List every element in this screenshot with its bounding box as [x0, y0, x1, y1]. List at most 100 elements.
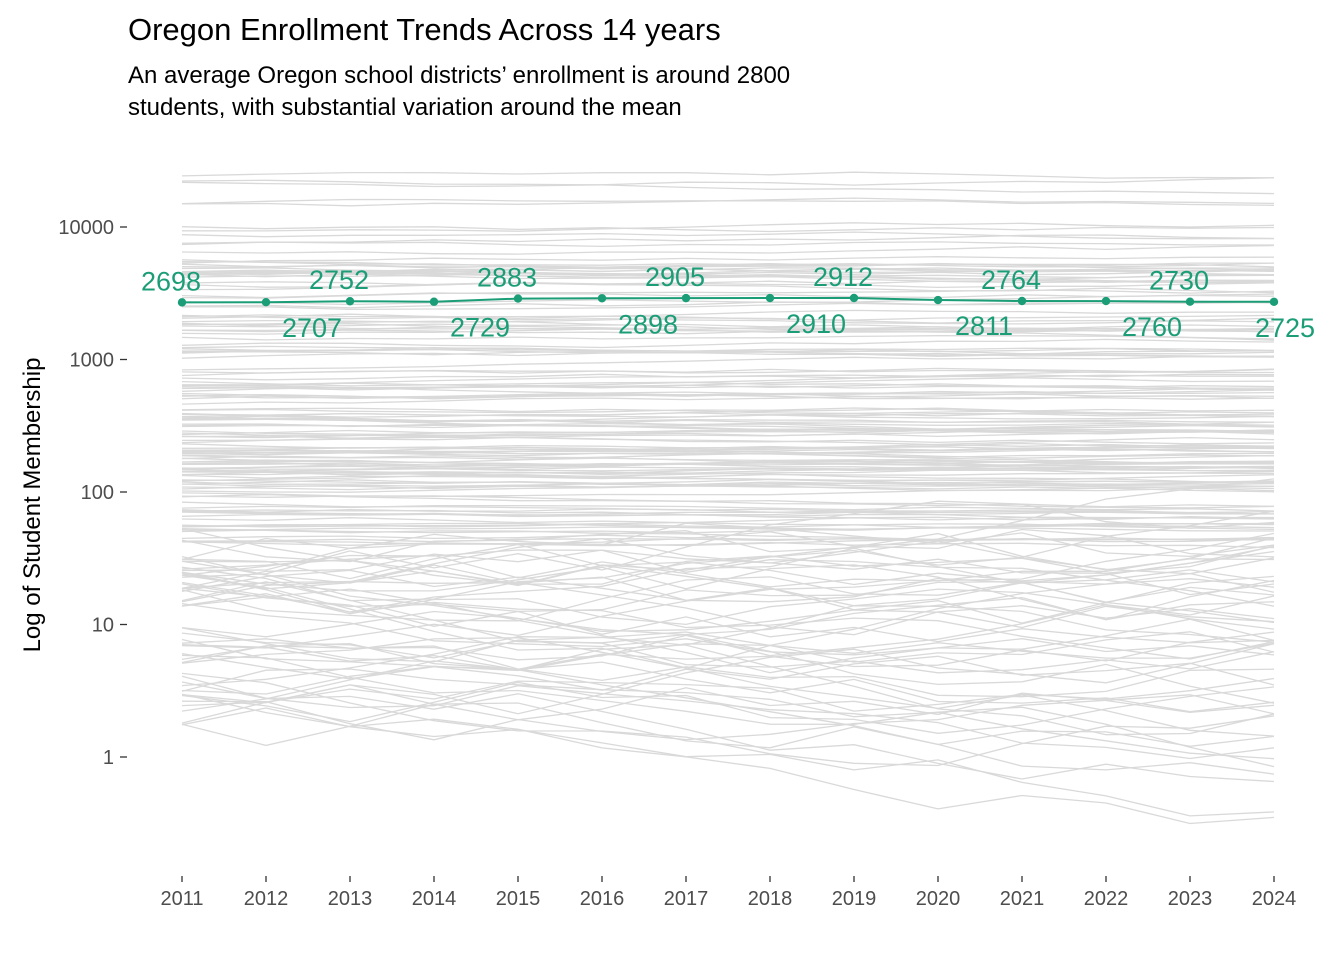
district-line [181, 672, 1275, 767]
mean-series-point [1017, 296, 1027, 306]
district-lines-group [181, 171, 1275, 825]
mean-data-label: 2698 [141, 266, 201, 296]
district-line [181, 222, 1275, 232]
district-line [181, 412, 1275, 418]
district-line [181, 392, 1275, 400]
mean-series-point [513, 294, 523, 303]
mean-data-label: 2912 [813, 262, 873, 292]
mean-series-point [345, 297, 355, 306]
district-line [181, 347, 1275, 356]
district-line [181, 198, 1275, 206]
mean-series-point [177, 298, 187, 307]
y-tick-label: 1 [103, 747, 114, 769]
x-tick-label: 2011 [160, 888, 203, 910]
district-line [181, 386, 1275, 400]
mean-data-label: 2764 [981, 265, 1041, 295]
district-line [181, 272, 1275, 284]
x-tick-label: 2019 [832, 888, 877, 910]
district-line [181, 427, 1275, 436]
district-line [181, 313, 1275, 321]
district-line [181, 702, 1275, 775]
mean-data-label: 2752 [309, 265, 369, 295]
mean-data-label: 2898 [618, 309, 678, 339]
x-axis: 2011 2012 2013 2014 2015 2016 2017 2018 2019 2020… [160, 876, 1296, 910]
y-tick-label: 1000 [70, 350, 115, 372]
subtitle-line-1: An average Oregon school districts’ enro… [128, 62, 791, 89]
x-tick-label: 2013 [328, 888, 373, 910]
district-line [181, 416, 1275, 426]
district-line [181, 256, 1275, 264]
mean-series-point [849, 293, 859, 303]
district-line [181, 244, 1275, 255]
district-line [181, 681, 1275, 734]
district-line [181, 572, 1275, 660]
district-line [181, 380, 1275, 388]
mean-series-point [1185, 297, 1195, 306]
x-tick-label: 2014 [412, 888, 457, 910]
district-line [181, 605, 1275, 638]
district-line [181, 260, 1275, 268]
district-line [181, 528, 1275, 561]
district-line [181, 509, 1275, 516]
district-line [181, 522, 1275, 534]
district-line [181, 537, 1275, 588]
district-line [181, 572, 1275, 687]
x-tick-label: 2021 [1000, 888, 1045, 910]
district-line [181, 335, 1275, 341]
district-line [181, 574, 1275, 737]
mean-data-label: 2730 [1149, 266, 1209, 296]
mean-series-point [429, 297, 439, 306]
district-line [181, 323, 1275, 331]
mean-data-label: 2760 [1122, 312, 1182, 342]
mean-series-point [765, 293, 775, 303]
district-line [181, 466, 1275, 473]
district-line [181, 323, 1275, 333]
district-line [181, 179, 1275, 195]
district-line [181, 447, 1275, 460]
district-line [181, 436, 1275, 453]
district-line [181, 540, 1275, 549]
mean-series-point [1269, 297, 1279, 307]
district-line [181, 537, 1275, 543]
district-line [181, 471, 1275, 484]
district-line [181, 424, 1275, 439]
district-line [181, 668, 1275, 760]
mean-data-label: 2725 [1255, 313, 1315, 343]
district-line [181, 177, 1275, 188]
y-tick-label: 10 [92, 615, 114, 637]
district-line [181, 632, 1275, 674]
district-line [181, 338, 1275, 349]
y-tick-label: 10000 [58, 217, 114, 239]
district-line [181, 367, 1274, 374]
district-line [181, 464, 1275, 475]
district-line [181, 473, 1275, 484]
district-line [181, 231, 1275, 240]
x-tick-label: 2024 [1252, 888, 1297, 910]
x-tick-label: 2015 [496, 888, 541, 910]
district-line [181, 549, 1275, 607]
district-line [181, 269, 1275, 278]
mean-data-label: 2811 [955, 311, 1013, 341]
district-line [181, 681, 1275, 783]
district-line [181, 588, 1275, 626]
district-line [181, 459, 1275, 466]
district-line [181, 532, 1275, 649]
mean-series-point [681, 293, 691, 303]
district-line [181, 578, 1275, 613]
district-line [181, 482, 1275, 490]
district-line [181, 424, 1275, 439]
district-line [181, 638, 1275, 672]
chart-title: Oregon Enrollment Trends Across 14 years [128, 12, 721, 47]
district-line [181, 693, 1275, 825]
mean-series-group: 2698 2707 2752 2729 2883 2898 2905 2910 2912 2811… [141, 262, 1315, 343]
district-line [181, 348, 1275, 358]
district-line [181, 281, 1275, 294]
district-line [181, 555, 1275, 603]
district-line [181, 604, 1275, 664]
mean-series-line [181, 297, 1275, 304]
district-line [181, 314, 1275, 325]
district-line [181, 292, 1275, 299]
district-line [181, 569, 1275, 643]
district-line [181, 407, 1275, 415]
